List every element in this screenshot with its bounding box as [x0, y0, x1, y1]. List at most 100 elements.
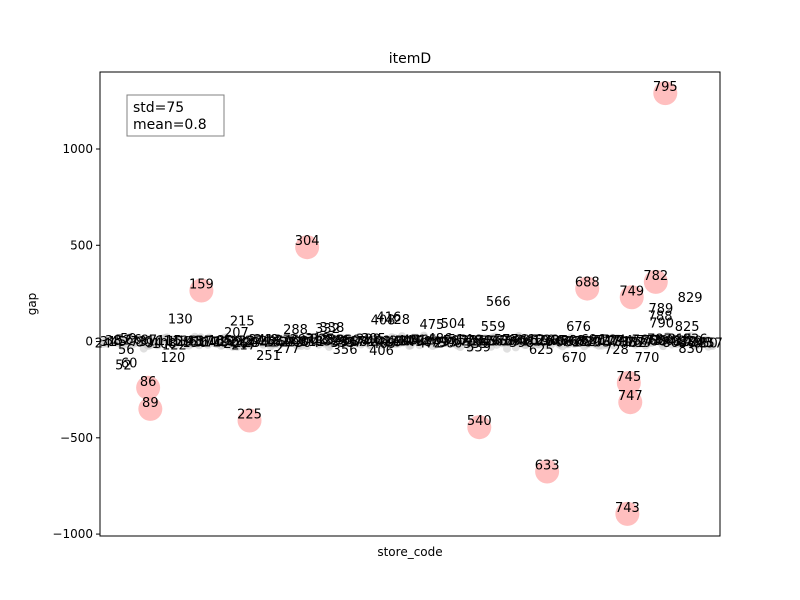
band-label: 521 [453, 334, 478, 349]
stats-box: std=75 mean=0.8 [126, 94, 225, 137]
band-label: 563 [484, 335, 509, 350]
outlier-point [615, 501, 640, 526]
band-label: 283 [279, 335, 304, 350]
band-label: 717 [596, 334, 621, 349]
outlier-point [237, 408, 262, 433]
band-label: 402 [366, 334, 391, 349]
point-label: 829 [678, 291, 703, 306]
outlier-label: 633 [535, 459, 560, 474]
band-label: 374 [346, 336, 371, 351]
band-label: 24 [95, 337, 112, 352]
band-label: 514 [448, 333, 473, 348]
band-label: 696 [581, 333, 606, 348]
outlier-point [535, 459, 560, 484]
band-label: 129 [167, 335, 192, 350]
band-label: 703 [586, 336, 611, 351]
band-label: 248 [254, 333, 279, 348]
band-label: 108 [152, 337, 177, 352]
band-label: 787 [647, 332, 672, 347]
band-label: 136 [172, 335, 197, 350]
outlier-label: 89 [142, 396, 159, 411]
outlier-point [653, 81, 678, 106]
outlier-label: 747 [618, 389, 643, 404]
band-label: 178 [203, 335, 228, 350]
band-label: 626 [530, 334, 555, 349]
plot-frame [99, 71, 721, 537]
band-label: 619 [525, 334, 550, 349]
x-axis-label: store_code [377, 545, 442, 559]
outlier-point [643, 269, 668, 294]
band-label: 213 [228, 334, 253, 349]
band-label: 612 [519, 333, 544, 348]
band-label: 52 [115, 333, 132, 348]
point-label: 728 [604, 343, 629, 358]
band-label: 661 [555, 335, 580, 350]
band-label: 857 [698, 337, 723, 352]
plot-frame-bg [100, 72, 720, 536]
band-label: 535 [463, 337, 488, 352]
y-tick-label: −500 [60, 431, 93, 445]
band-label: 395 [361, 332, 386, 347]
outlier-point [616, 370, 641, 395]
band-label: 850 [693, 337, 718, 352]
y-tick-label: 1000 [62, 142, 93, 156]
outlier-label: 743 [615, 501, 640, 516]
band-label: 801 [657, 334, 682, 349]
band-label: 752 [622, 336, 647, 351]
band-label: 423 [382, 335, 407, 350]
point-label: 790 [649, 316, 674, 331]
point-label: 356 [333, 343, 358, 358]
band-label: 73 [130, 335, 147, 350]
point-label: 406 [369, 344, 394, 359]
band-label: 542 [468, 334, 493, 349]
band-label: 45 [110, 335, 127, 350]
band-label: 416 [376, 335, 401, 350]
y-tick-label: −1000 [52, 527, 93, 541]
labels-layer: 2431384552596673808794101108115122129136… [95, 80, 723, 516]
band-label: 94 [146, 337, 163, 352]
point-label: 277 [275, 342, 300, 357]
band-label: 598 [509, 336, 534, 351]
band-label: 220 [233, 336, 258, 351]
band-label: 549 [473, 334, 498, 349]
band-label: 493 [433, 335, 458, 350]
point-label: 428 [385, 313, 410, 328]
band-label: 759 [627, 336, 652, 351]
band-label: 234 [244, 336, 269, 351]
point-label: 504 [441, 317, 466, 332]
outlier-label: 749 [619, 284, 644, 299]
band-label: 115 [157, 334, 182, 349]
point-label: 288 [283, 323, 308, 338]
outlier-label: 225 [237, 407, 262, 422]
plot-area: 2431384552596673808794101108115122129136… [95, 71, 723, 537]
point-label: 338 [320, 321, 345, 336]
band-label: 164 [193, 335, 218, 350]
band-label: 255 [259, 335, 284, 350]
point-label: 789 [649, 302, 674, 317]
outlier-label: 782 [643, 269, 668, 284]
band-label: 682 [570, 335, 595, 350]
point-label: 539 [466, 340, 491, 355]
band-label: 59 [120, 332, 137, 347]
outlier-point [618, 390, 643, 415]
band-label: 262 [264, 336, 289, 351]
y-tick-label: 500 [70, 238, 93, 252]
band-label: 829 [678, 334, 703, 349]
band-label: 276 [274, 334, 299, 349]
band-label: 738 [611, 335, 636, 350]
band-label: 640 [540, 334, 565, 349]
point-label: 251 [256, 349, 281, 364]
band-label: 731 [606, 335, 631, 350]
stats-std: std=75 [133, 100, 184, 116]
band-label: 591 [504, 334, 529, 349]
band-label: 227 [239, 335, 264, 350]
band-label: 304 [295, 336, 320, 351]
band-label: 710 [591, 334, 616, 349]
point-label: 207 [224, 326, 249, 341]
band-label: 185 [208, 334, 233, 349]
point-label: 559 [481, 320, 506, 335]
outlier-point [136, 375, 161, 400]
band-label: 143 [177, 335, 202, 350]
data-point [708, 342, 717, 351]
band-label: 654 [550, 334, 575, 349]
